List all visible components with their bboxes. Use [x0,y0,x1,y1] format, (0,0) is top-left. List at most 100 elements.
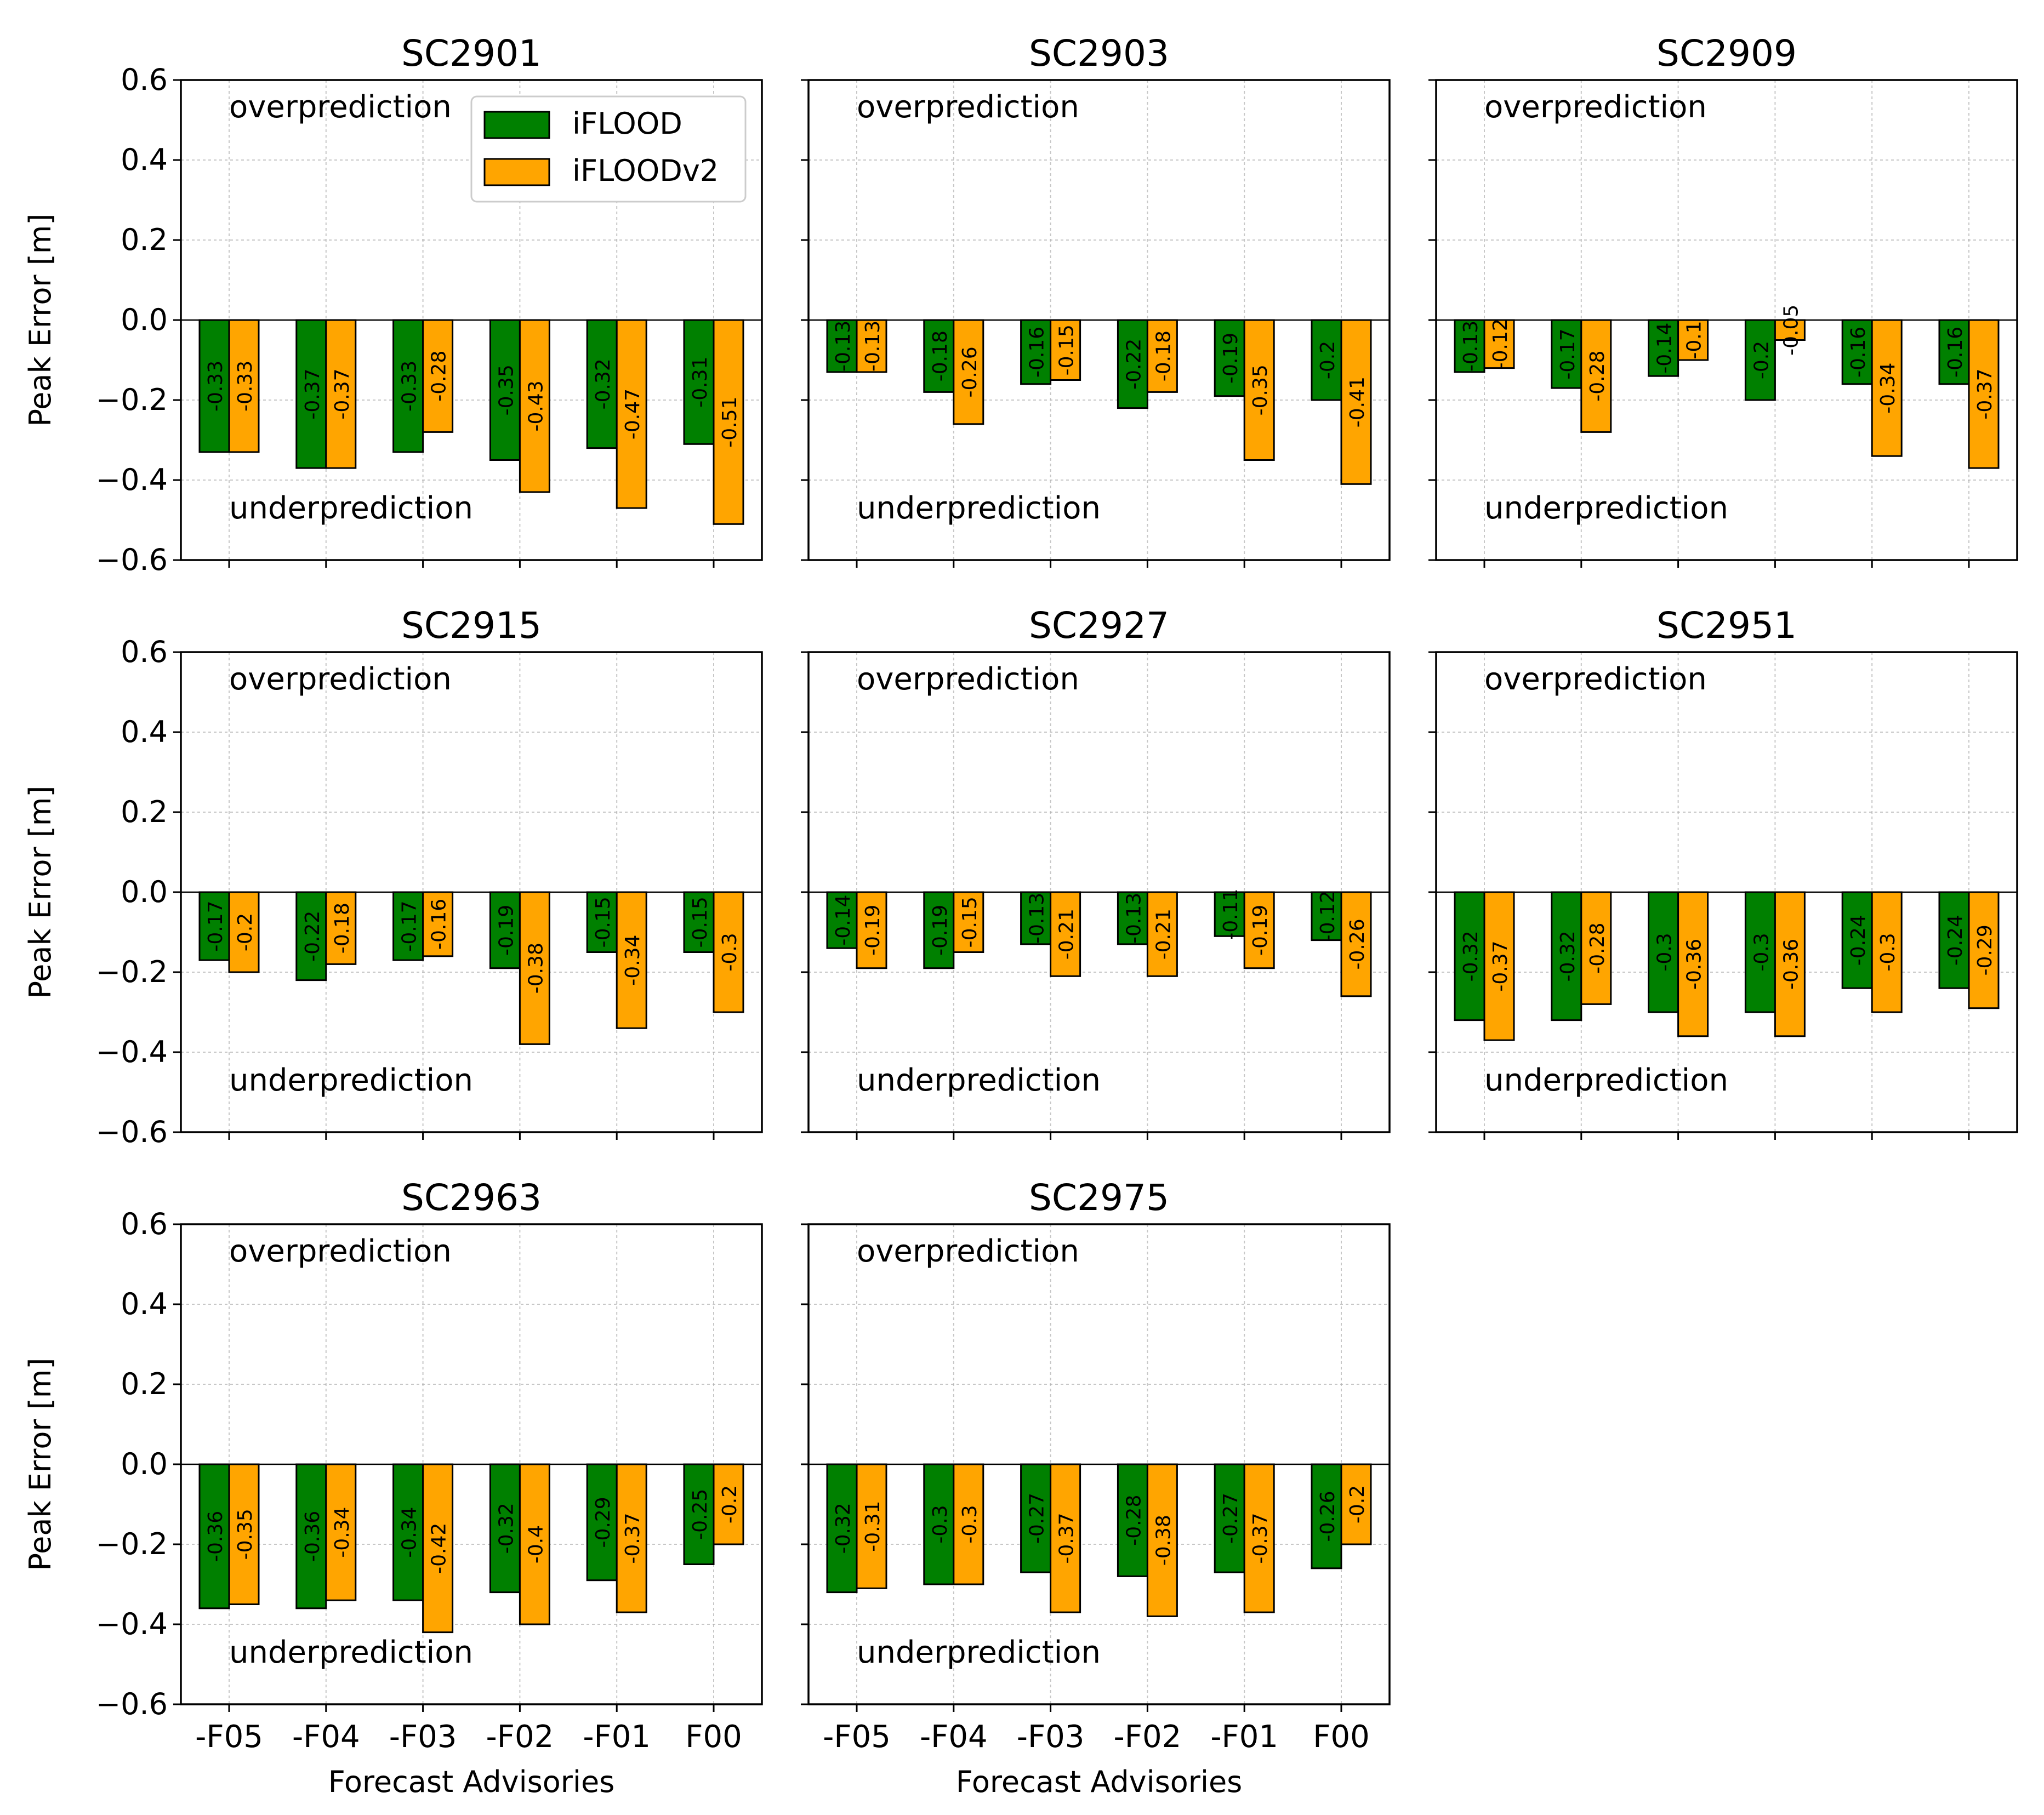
bar-value-label: -0.14 [832,895,855,946]
subplot-title: SC2975 [1029,1177,1169,1219]
bar-iflood--f01 [586,319,618,449]
bar-ifloodv2--f02 [1774,319,1806,341]
bar-value-label: -0.28 [1586,923,1609,974]
bar-value-label: -0.19 [862,905,884,956]
y-tick-label: −0.6 [96,1115,168,1149]
bar-ifloodv2--f04 [1580,891,1612,1005]
bar-iflood--f04 [295,891,327,981]
bar-ifloodv2--f01 [616,1463,647,1613]
subplot-sc2951: -0.32 -0.32 -0.3 -0.3 -0.24 -0.24 -0.37 -0.28 -0… [1428,604,2018,1140]
subplot-title: SC2927 [1029,604,1169,647]
bar-value-label: -0.18 [929,330,952,381]
x-tick-label: -F05 [195,1719,263,1755]
bar-ifloodv2-f00 [713,319,744,525]
y-tick-label: 0.2 [121,222,168,257]
bar-iflood-f00 [683,1463,715,1565]
subplot-sc2975: -0.32 -0.3 -0.27 -0.28 -0.27 -0.26 -0.31 -0.3 -0… [801,1177,1391,1799]
bar-value-label: -0.16 [428,899,451,950]
bar-value-label: -0.17 [204,900,227,951]
bar-value-label: -0.32 [832,1503,855,1554]
legend-swatch-iflood [483,111,550,139]
bar-value-label: -0.31 [862,1501,884,1552]
bar-value-label: -0.15 [959,897,981,948]
bar-value-label: -0.13 [1460,321,1482,372]
bar-iflood--f04 [295,319,327,469]
annotation-underprediction: underprediction [857,1063,1101,1098]
y-axis-label: Peak Error [m] [23,1358,58,1571]
bar-value-label: -0.28 [1586,351,1609,402]
bar-value-label: -0.18 [331,903,354,954]
annotation-underprediction: underprediction [229,490,473,526]
bar-value-label: -0.2 [1317,341,1339,379]
bar-value-label: -0.34 [622,935,644,986]
bar-iflood--f02 [489,891,521,969]
bar-ifloodv2--f01 [616,891,647,1029]
annotation-overprediction: overprediction [229,1234,452,1269]
subplot-title: SC2915 [401,604,542,647]
annotation-underprediction: underprediction [229,1635,473,1670]
bar-value-label: -0.34 [1877,363,1899,414]
bar-value-label: -0.32 [592,358,614,409]
bar-value-label: -0.3 [719,933,741,971]
x-tick-label: -F02 [486,1719,554,1755]
bar-value-label: -0.38 [525,943,547,994]
bar-value-label: -0.43 [525,380,547,431]
bar-iflood--f05 [198,1463,230,1609]
bar-iflood-f00 [1311,1463,1342,1569]
bar-ifloodv2--f01 [1243,1463,1275,1613]
bar-ifloodv2--f05 [228,1463,260,1605]
bar-value-label: -0.36 [1780,939,1802,990]
bar-ifloodv2--f05 [1483,319,1515,369]
bar-value-label: -0.21 [1152,909,1175,960]
y-tick-label: 0.2 [121,795,168,829]
subplot-title: SC2903 [1029,32,1169,75]
annotation-overprediction: overprediction [229,89,452,125]
bar-ifloodv2--f05 [856,319,887,373]
bar-value-label: -0.37 [622,1513,644,1563]
bar-iflood--f02 [1744,319,1776,401]
y-tick-label: −0.4 [96,463,168,497]
bar-value-label: -0.37 [1056,1513,1078,1563]
bar-iflood--f02 [489,319,521,461]
bar-value-label: -0.13 [1026,893,1049,944]
x-axis-label: Forecast Advisories [328,1765,615,1799]
bar-ifloodv2--f03 [422,1463,454,1634]
bar-value-label: -0.36 [301,1511,324,1562]
y-tick-label: 0.4 [121,142,168,177]
bar-value-label: -0.16 [1026,327,1049,378]
y-tick-label: 0.6 [121,62,168,97]
bar-ifloodv2--f05 [856,1463,887,1589]
bar-value-label: -0.12 [1317,891,1339,941]
x-tick-label: -F01 [1210,1719,1278,1755]
bar-iflood--f02 [1744,891,1776,1013]
bar-ifloodv2--f03 [1050,891,1081,977]
bar-value-label: -0.37 [331,368,354,419]
bar-iflood--f05 [826,1463,858,1594]
bar-value-label: -0.36 [1683,939,1706,990]
bar-value-label: -0.13 [862,321,884,372]
bar-value-label: -0.35 [1249,364,1272,415]
bar-value-label: -0.16 [1944,327,1967,378]
bar-ifloodv2--f05 [228,319,260,453]
bar-value-label: -0.42 [428,1523,451,1574]
bar-ifloodv2--f02 [1146,1463,1178,1617]
subplot-sc2903: -0.13 -0.18 -0.16 -0.22 -0.19 -0.2-0.13-0.26-… [801,32,1391,568]
x-tick-label: -F03 [389,1719,457,1755]
subplot-title: SC2963 [401,1177,542,1219]
legend: iFLOOD iFLOODv2 [470,95,747,203]
bar-value-label: -0.17 [1557,328,1579,379]
y-tick-label: −0.4 [96,1035,168,1069]
bar-value-label: -0.26 [1346,918,1369,969]
annotation-overprediction: overprediction [857,1234,1079,1269]
bar-iflood--f01 [1214,891,1245,937]
bar-value-label: -0.27 [1220,1493,1242,1544]
x-tick-label: -F01 [583,1719,651,1755]
bar-value-label: -0.11 [1220,889,1242,940]
bar-value-label: -0.32 [495,1503,517,1554]
bar-ifloodv2--f01 [1871,891,1903,1013]
y-axis-label: Peak Error [m] [23,214,58,427]
bar-value-label: -0.24 [1944,915,1967,966]
x-tick-label: -F02 [1114,1719,1182,1755]
bar-ifloodv2--f02 [1146,319,1178,393]
